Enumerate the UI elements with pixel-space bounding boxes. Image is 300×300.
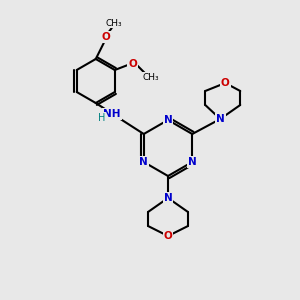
Text: N: N [164, 193, 172, 203]
Text: NH: NH [103, 109, 121, 119]
Text: N: N [188, 157, 197, 167]
Text: O: O [221, 78, 230, 88]
Text: N: N [140, 157, 148, 167]
Text: O: O [101, 32, 110, 42]
Text: CH₃: CH₃ [142, 73, 159, 82]
Text: N: N [164, 193, 172, 203]
Text: O: O [128, 59, 137, 69]
Text: O: O [164, 231, 172, 241]
Text: CH₃: CH₃ [105, 19, 122, 28]
Text: H: H [98, 113, 105, 123]
Text: N: N [164, 115, 172, 125]
Text: N: N [216, 114, 225, 124]
Text: N: N [216, 114, 225, 124]
